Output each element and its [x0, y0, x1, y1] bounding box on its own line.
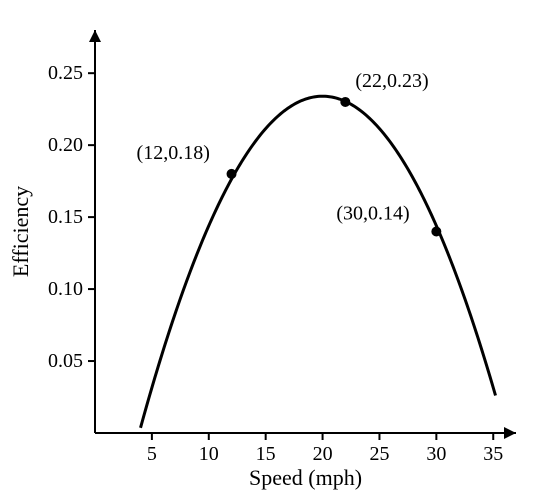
x-axis-label: Speed (mph) [249, 465, 362, 490]
point-label: (12,0.18) [137, 142, 210, 164]
efficiency-chart: 5 10 15 20 25 30 35 0.05 0.10 0.15 0.20 0.25 Speed (… [0, 0, 546, 503]
data-point [431, 227, 441, 237]
y-tick-label: 0.25 [48, 62, 83, 84]
data-point [340, 97, 350, 107]
x-tick-label: 30 [426, 443, 446, 465]
y-tick-label: 0.20 [48, 134, 83, 156]
x-tick-label: 15 [256, 443, 276, 465]
point-label: (22,0.23) [355, 70, 428, 92]
y-axis-label: Efficiency [8, 186, 33, 277]
x-tick-label: 20 [313, 443, 333, 465]
chart-svg: 5 10 15 20 25 30 35 0.05 0.10 0.15 0.20 0.25 Speed (… [0, 0, 546, 503]
point-label: (30,0.14) [336, 203, 409, 225]
x-tick-label: 25 [369, 443, 389, 465]
x-tick-label: 5 [147, 443, 157, 465]
x-tick-label: 10 [199, 443, 219, 465]
data-point [227, 169, 237, 179]
x-tick-label: 35 [483, 443, 503, 465]
y-tick-label: 0.10 [48, 278, 83, 300]
y-tick-label: 0.05 [48, 350, 83, 372]
y-tick-label: 0.15 [48, 206, 83, 228]
